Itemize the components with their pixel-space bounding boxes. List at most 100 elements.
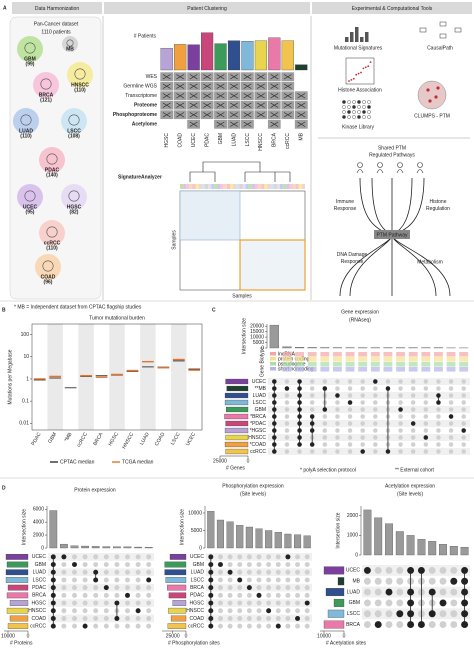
bar	[295, 64, 308, 71]
intersection-bar	[294, 347, 305, 349]
biotype-band	[307, 357, 317, 362]
x-tick-label: GBM	[47, 432, 58, 445]
icon-dot	[434, 95, 438, 99]
matrix-dot	[61, 600, 67, 606]
tool-label: Mutational Signatures	[334, 45, 383, 51]
y-tick-label: 0	[41, 545, 44, 551]
icon-dot	[347, 100, 351, 104]
matrix-dot	[374, 588, 382, 596]
y-tick-label: 0	[261, 345, 264, 351]
y-tick-label: 10000	[188, 510, 202, 516]
icon-dot	[362, 110, 366, 114]
matrix-dot	[135, 569, 141, 575]
intersection-bar	[303, 535, 311, 549]
ptm-box	[374, 230, 410, 239]
matrix-dot	[135, 600, 141, 606]
matrix-dot	[82, 615, 88, 621]
member-dot	[461, 610, 469, 618]
intersection-bar	[284, 533, 292, 549]
x-mark	[203, 74, 211, 80]
intersection-bar	[123, 546, 132, 549]
matrix-dot	[266, 585, 272, 591]
matrix-dot	[114, 585, 120, 591]
matrix-dot	[114, 577, 120, 583]
intersection-bar	[60, 543, 68, 549]
tool-label: Kinase Library	[342, 124, 374, 130]
biotype-swatch	[270, 367, 276, 371]
sample-strip	[301, 184, 305, 189]
matrix-dot	[448, 421, 454, 426]
cohort-circle	[17, 36, 43, 62]
set-label: GBM	[255, 407, 266, 413]
set-size-bar	[337, 577, 345, 586]
biotype-band	[383, 362, 393, 367]
x-mark	[176, 112, 185, 118]
matrix-dot	[448, 386, 454, 391]
matrix-dot	[423, 449, 429, 454]
matrix-dot	[439, 610, 447, 618]
x-mark	[257, 74, 265, 80]
y-tick-label: 15000	[250, 329, 264, 335]
biotype-band	[383, 367, 393, 372]
matrix-dot	[373, 400, 378, 405]
matrix-dot	[103, 608, 109, 614]
matrix-dot	[398, 386, 403, 391]
sample-strip	[242, 184, 246, 189]
matrix-dot	[410, 428, 416, 433]
matrix-dot	[363, 588, 371, 596]
x-axis-label: # Genes	[226, 465, 245, 471]
organ-icon	[46, 226, 58, 238]
biotype-band	[459, 352, 469, 357]
set-size-bar	[167, 623, 187, 629]
matrix-dot	[461, 407, 466, 412]
matrix-dot	[284, 400, 290, 405]
matrix-dot	[450, 610, 458, 618]
icon-dot	[352, 105, 356, 109]
matrix-dot	[217, 592, 223, 598]
matrix-dot	[373, 414, 378, 419]
set-size-bar	[7, 623, 29, 629]
matrix-dot	[256, 577, 262, 583]
x-mark	[162, 112, 171, 118]
member-dot	[398, 407, 403, 412]
cohort-circle	[61, 184, 87, 210]
member-dot	[407, 588, 415, 596]
biotype-band	[333, 357, 342, 362]
biotype-swatch	[270, 362, 276, 366]
matrix-dot	[256, 554, 262, 560]
biotype-band	[370, 367, 380, 372]
matrix-dot	[285, 623, 291, 629]
member-dot	[450, 577, 458, 585]
sample-strip	[217, 184, 221, 189]
x-mark	[270, 93, 279, 99]
x-mark	[203, 83, 211, 89]
icon-node	[419, 27, 427, 33]
x-tick-label: 0	[27, 633, 30, 639]
icon-dot	[362, 67, 365, 70]
icon-dot	[352, 115, 356, 119]
matrix-dot	[275, 592, 281, 598]
sample-strip	[245, 184, 249, 189]
matrix-dot	[237, 585, 243, 591]
matrix-dot	[360, 393, 365, 398]
matrix-dot	[217, 600, 223, 606]
member-dot	[146, 577, 152, 583]
icon-bar	[350, 32, 354, 42]
biotype-band	[408, 367, 418, 372]
icon-node	[439, 21, 447, 27]
matrix-dot	[396, 566, 404, 574]
sample-strip	[255, 184, 259, 189]
biotype-band	[421, 352, 431, 357]
matrix-dot	[72, 577, 77, 583]
matrix-dot	[217, 569, 223, 575]
biotype-band	[459, 362, 469, 367]
person-icon	[416, 169, 424, 174]
y-tick-label: 1000	[347, 533, 358, 539]
cohort-circle	[62, 36, 78, 52]
x-mark	[189, 121, 198, 127]
member-dot	[297, 400, 302, 405]
matrix-dot	[448, 407, 454, 412]
member-dot	[461, 577, 469, 585]
icon-dot	[367, 115, 371, 119]
matrix-band	[268, 420, 470, 427]
